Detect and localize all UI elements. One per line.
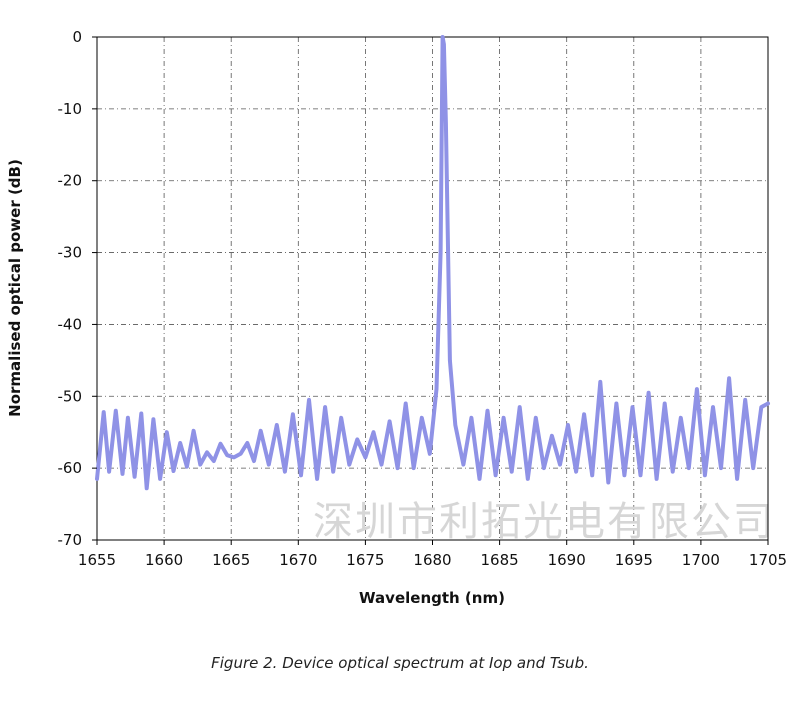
figure-caption: Figure 2. Device optical spectrum at Iop… bbox=[211, 654, 589, 672]
spectrum-chart: 深圳市利拓光电有限公司 1655 1660 1665 1670 1675 1680 1685… bbox=[6, 28, 787, 607]
y-tick-label: -10 bbox=[58, 100, 83, 118]
x-tick-labels: 1655 1660 1665 1670 1675 1680 1685 1690 1695 1700… bbox=[78, 540, 787, 569]
y-tick-label: -60 bbox=[58, 459, 83, 477]
watermark-text: 深圳市利拓光电有限公司 bbox=[313, 499, 775, 545]
y-tick-label: -30 bbox=[58, 244, 83, 262]
y-tick-label: -20 bbox=[58, 172, 83, 190]
y-axis-title: Normalised optical power (dB) bbox=[6, 159, 24, 417]
x-tick-label: 1675 bbox=[346, 551, 384, 569]
y-tick-labels: 0 -10 -20 -30 -40 -50 -60 -70 bbox=[58, 28, 97, 549]
y-tick-label: -40 bbox=[58, 315, 83, 333]
x-tick-label: 1665 bbox=[212, 551, 250, 569]
x-tick-label: 1655 bbox=[78, 551, 116, 569]
x-tick-label: 1705 bbox=[749, 551, 787, 569]
grid-lines bbox=[97, 37, 768, 540]
series-layer bbox=[95, 35, 770, 491]
y-tick-label: -70 bbox=[58, 531, 83, 549]
y-tick-label: -50 bbox=[58, 387, 83, 405]
watermark-layer: 深圳市利拓光电有限公司 bbox=[313, 499, 775, 545]
spectrum-series-line bbox=[95, 35, 770, 491]
y-tick-label: 0 bbox=[72, 28, 82, 46]
x-tick-label: 1670 bbox=[279, 551, 317, 569]
x-axis-title: Wavelength (nm) bbox=[359, 589, 505, 607]
x-tick-label: 1695 bbox=[615, 551, 653, 569]
x-tick-label: 1680 bbox=[413, 551, 451, 569]
x-tick-label: 1700 bbox=[682, 551, 720, 569]
x-tick-label: 1690 bbox=[548, 551, 586, 569]
x-tick-label: 1660 bbox=[145, 551, 183, 569]
x-tick-label: 1685 bbox=[481, 551, 519, 569]
